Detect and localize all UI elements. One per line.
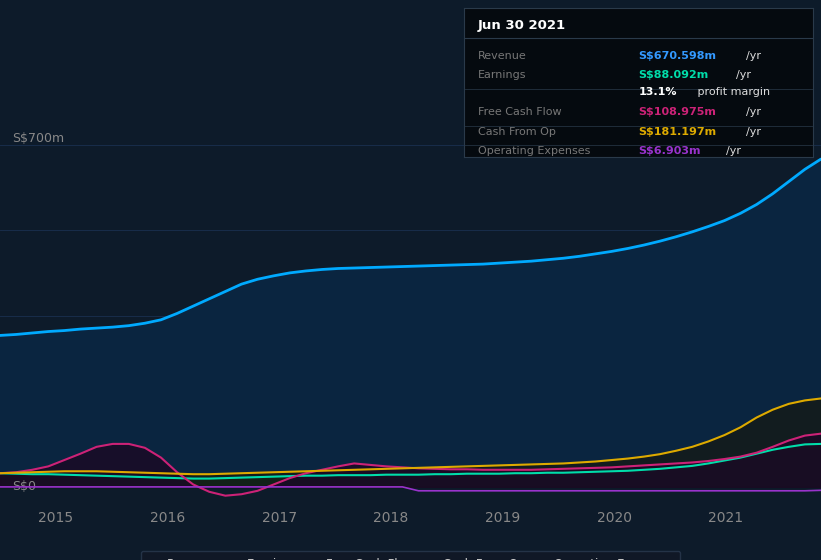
Text: S$670.598m: S$670.598m [639, 51, 717, 61]
Text: S$108.975m: S$108.975m [639, 108, 716, 117]
Text: Free Cash Flow: Free Cash Flow [478, 108, 562, 117]
Text: /yr: /yr [746, 108, 762, 117]
Text: S$700m: S$700m [12, 132, 64, 145]
Text: 13.1%: 13.1% [639, 86, 677, 96]
Text: /yr: /yr [746, 51, 762, 61]
Text: /yr: /yr [726, 146, 741, 156]
Text: Jun 30 2021: Jun 30 2021 [478, 19, 566, 32]
Text: S$0: S$0 [12, 480, 36, 493]
Text: Operating Expenses: Operating Expenses [478, 146, 590, 156]
Legend: Revenue, Earnings, Free Cash Flow, Cash From Op, Operating Expenses: Revenue, Earnings, Free Cash Flow, Cash … [141, 551, 680, 560]
Text: /yr: /yr [746, 127, 762, 137]
Text: profit margin: profit margin [695, 86, 770, 96]
Text: Revenue: Revenue [478, 51, 526, 61]
Text: Cash From Op: Cash From Op [478, 127, 556, 137]
Text: S$6.903m: S$6.903m [639, 146, 701, 156]
Text: /yr: /yr [736, 70, 751, 80]
Text: Earnings: Earnings [478, 70, 526, 80]
Text: S$88.092m: S$88.092m [639, 70, 709, 80]
Text: S$181.197m: S$181.197m [639, 127, 717, 137]
